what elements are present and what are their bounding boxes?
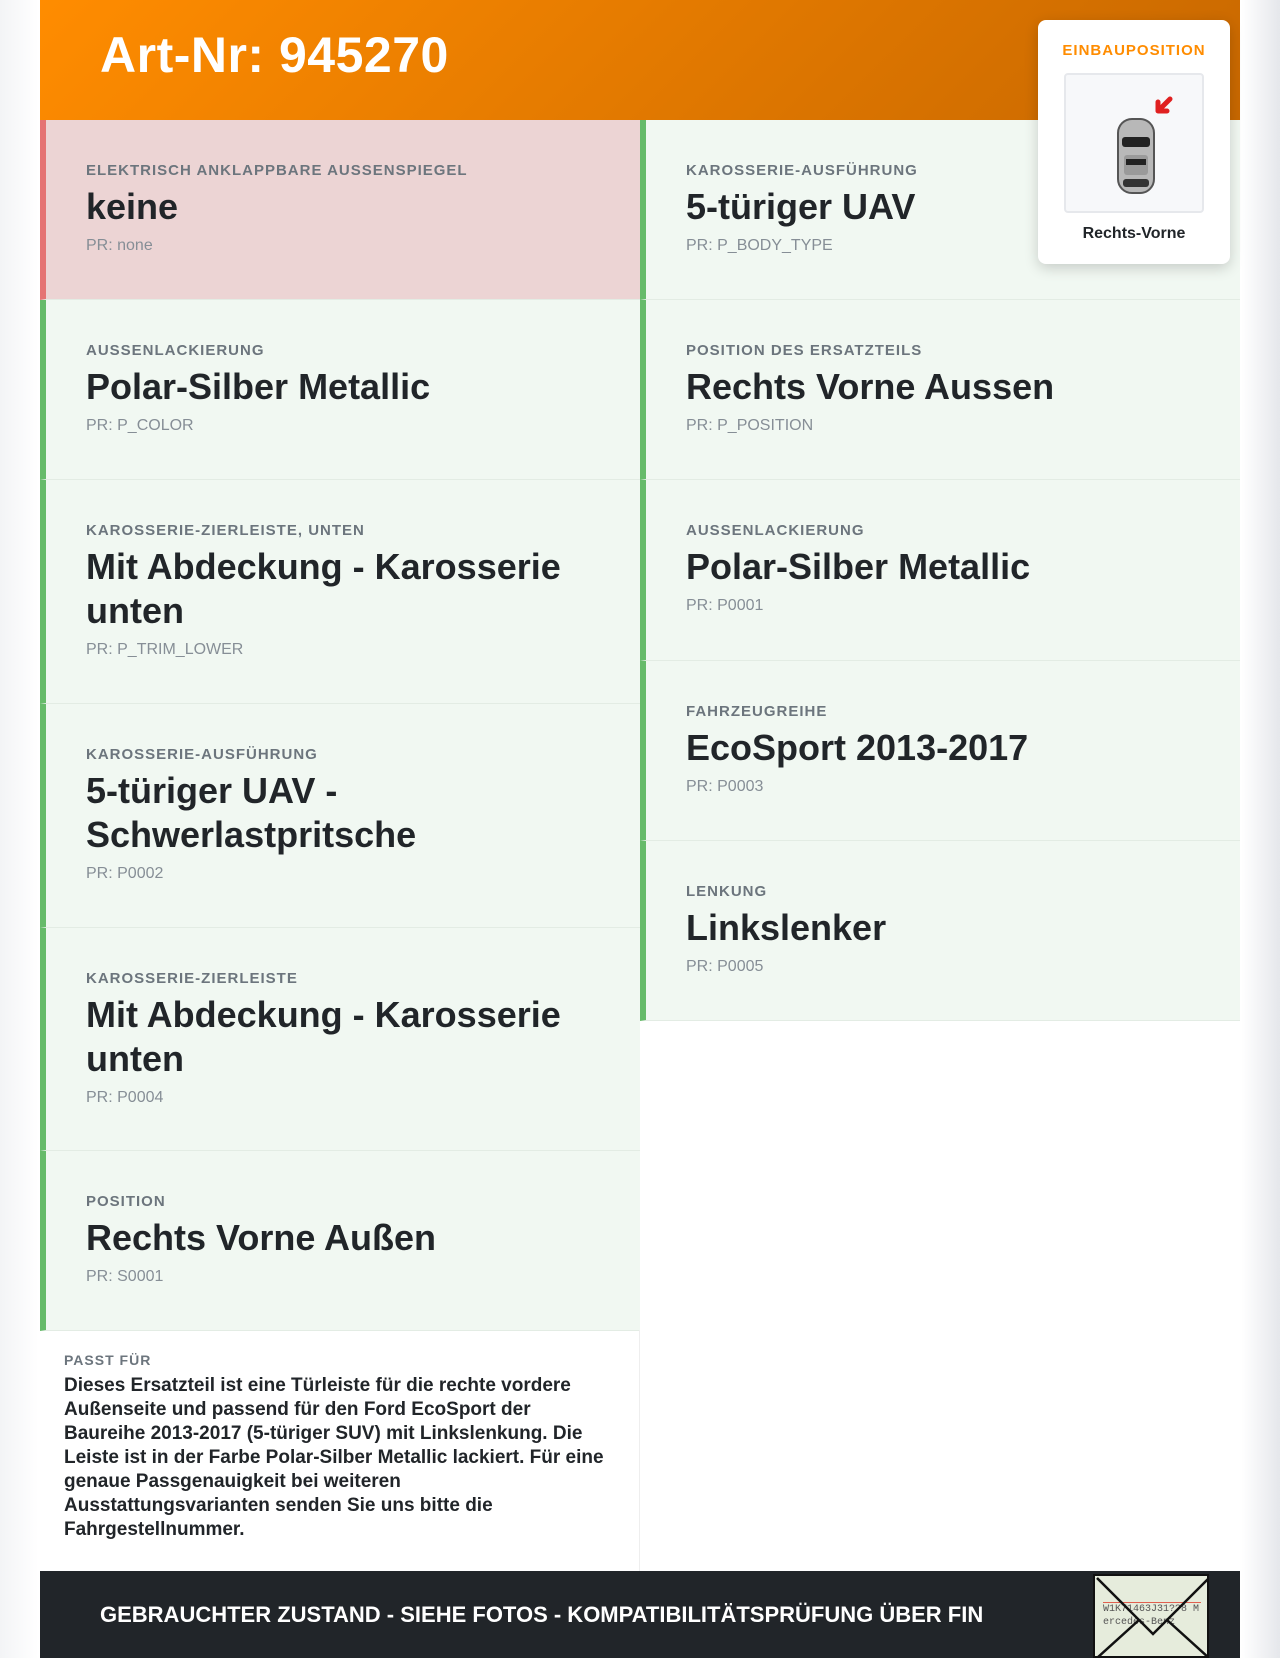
spec-pr-code: PR: P_POSITION [686,417,814,434]
spec-label: AUSSENLACKIERUNG [686,522,865,539]
spec-label: FAHRZEUGREIHE [686,703,828,720]
spec-pr-code: PR: P_COLOR [86,417,194,434]
vin-image-text: W1K71463J31??8 Mercedes-Benz [1103,1602,1201,1628]
spec-value: 5-türiger UAV [686,186,916,227]
spec-label: POSITION DES ERSATZTEILS [686,342,923,359]
spec-cell: LENKUNG Linkslenker PR: P0005 [640,841,1240,1021]
spec-label: POSITION [86,1193,166,1210]
spec-cell: POSITION DES ERSATZTEILS Rechts Vorne Aus… [640,300,1240,480]
spec-value: 5-türiger UAV - Schwerlastpritsche [86,770,417,855]
spec-label: ELEKTRISCH ANKLAPPBARE AUSSENSPIEGEL [86,162,468,179]
spec-value: Linkslenker [686,907,887,948]
spec-cell: KAROSSERIE-ZIERLEISTE Mit Abdeckung - Kar… [40,928,640,1151]
spec-label: KAROSSERIE-AUSFÜHRUNG [686,162,918,179]
fits-section: PASST FÜR Dieses Ersatzteil ist eine Tür… [40,1330,640,1571]
spec-label: KAROSSERIE-AUSFÜHRUNG [86,746,318,763]
right-column: KAROSSERIE-AUSFÜHRUNG 5-türiger UAV PR: P_… [640,120,1240,1021]
spec-pr-code: PR: P_BODY_TYPE [686,237,833,254]
spec-pr-code: PR: P_TRIM_LOWER [86,641,244,658]
page-title: Art-Nr: 945270 [100,27,449,83]
spec-label: KAROSSERIE-ZIERLEISTE [86,970,298,987]
position-value: Rechts-Vorne [1082,225,1186,242]
spec-cell: ELEKTRISCH ANKLAPPBARE AUSSENSPIEGEL kein… [40,120,640,300]
spec-value: Mit Abdeckung - Karosserie unten [86,994,561,1079]
left-column: ELEKTRISCH ANKLAPPBARE AUSSENSPIEGEL kein… [40,120,640,1331]
car-position-icon [1064,73,1204,213]
page: Art-Nr: 945270 ELEKTRISCH ANKLAPPBARE AU… [40,0,1240,1658]
spec-cell: POSITION Rechts Vorne Außen PR: S0001 [40,1151,640,1331]
spec-label: KAROSSERIE-ZIERLEISTE, UNTEN [86,522,365,539]
position-card: EINBAUPOSITION Rechts-Vorne [1038,20,1230,264]
spec-value: Mit Abdeckung - Karosserie unten [86,546,561,631]
spec-cell: AUSSENLACKIERUNG Polar-Silber Metallic PR:… [40,300,640,480]
spec-pr-code: PR: none [86,237,153,254]
spec-label: LENKUNG [686,883,768,900]
spec-label: AUSSENLACKIERUNG [86,342,265,359]
spec-pr-code: PR: P0003 [686,778,764,795]
spec-value: Rechts Vorne Aussen [686,366,1055,407]
vin-envelope-icon: W1K71463J31??8 Mercedes-Benz [1093,1574,1209,1658]
spec-value: keine [86,186,179,227]
spec-cell: FAHRZEUGREIHE EcoSport 2013-2017 PR: P0003 [640,661,1240,841]
fits-description: Dieses Ersatzteil ist eine Türleiste für… [64,1375,604,1540]
spec-value: Polar-Silber Metallic [86,366,431,407]
spec-pr-code: PR: S0001 [86,1268,164,1285]
spec-cell: KAROSSERIE-ZIERLEISTE, UNTEN Mit Abdeckun… [40,480,640,704]
spec-cell: AUSSENLACKIERUNG Polar-Silber Metallic PR:… [640,480,1240,661]
spec-value: EcoSport 2013-2017 [686,727,1029,768]
spec-value: Rechts Vorne Außen [86,1217,437,1258]
position-card-title: EINBAUPOSITION [1062,42,1206,59]
footer-text: GEBRAUCHTER ZUSTAND - SIEHE FOTOS - KOMP… [100,1602,984,1627]
spec-cell: KAROSSERIE-AUSFÜHRUNG 5-türiger UAV - Sch… [40,704,640,928]
spec-pr-code: PR: P0004 [86,1089,164,1106]
footer-banner: GEBRAUCHTER ZUSTAND - SIEHE FOTOS - KOMP… [40,1571,1240,1658]
spec-pr-code: PR: P0005 [686,958,764,975]
spec-value: Polar-Silber Metallic [686,546,1031,587]
fits-label: PASST FÜR [64,1352,152,1368]
spec-pr-code: PR: P0001 [686,597,764,614]
spec-pr-code: PR: P0002 [86,865,164,882]
